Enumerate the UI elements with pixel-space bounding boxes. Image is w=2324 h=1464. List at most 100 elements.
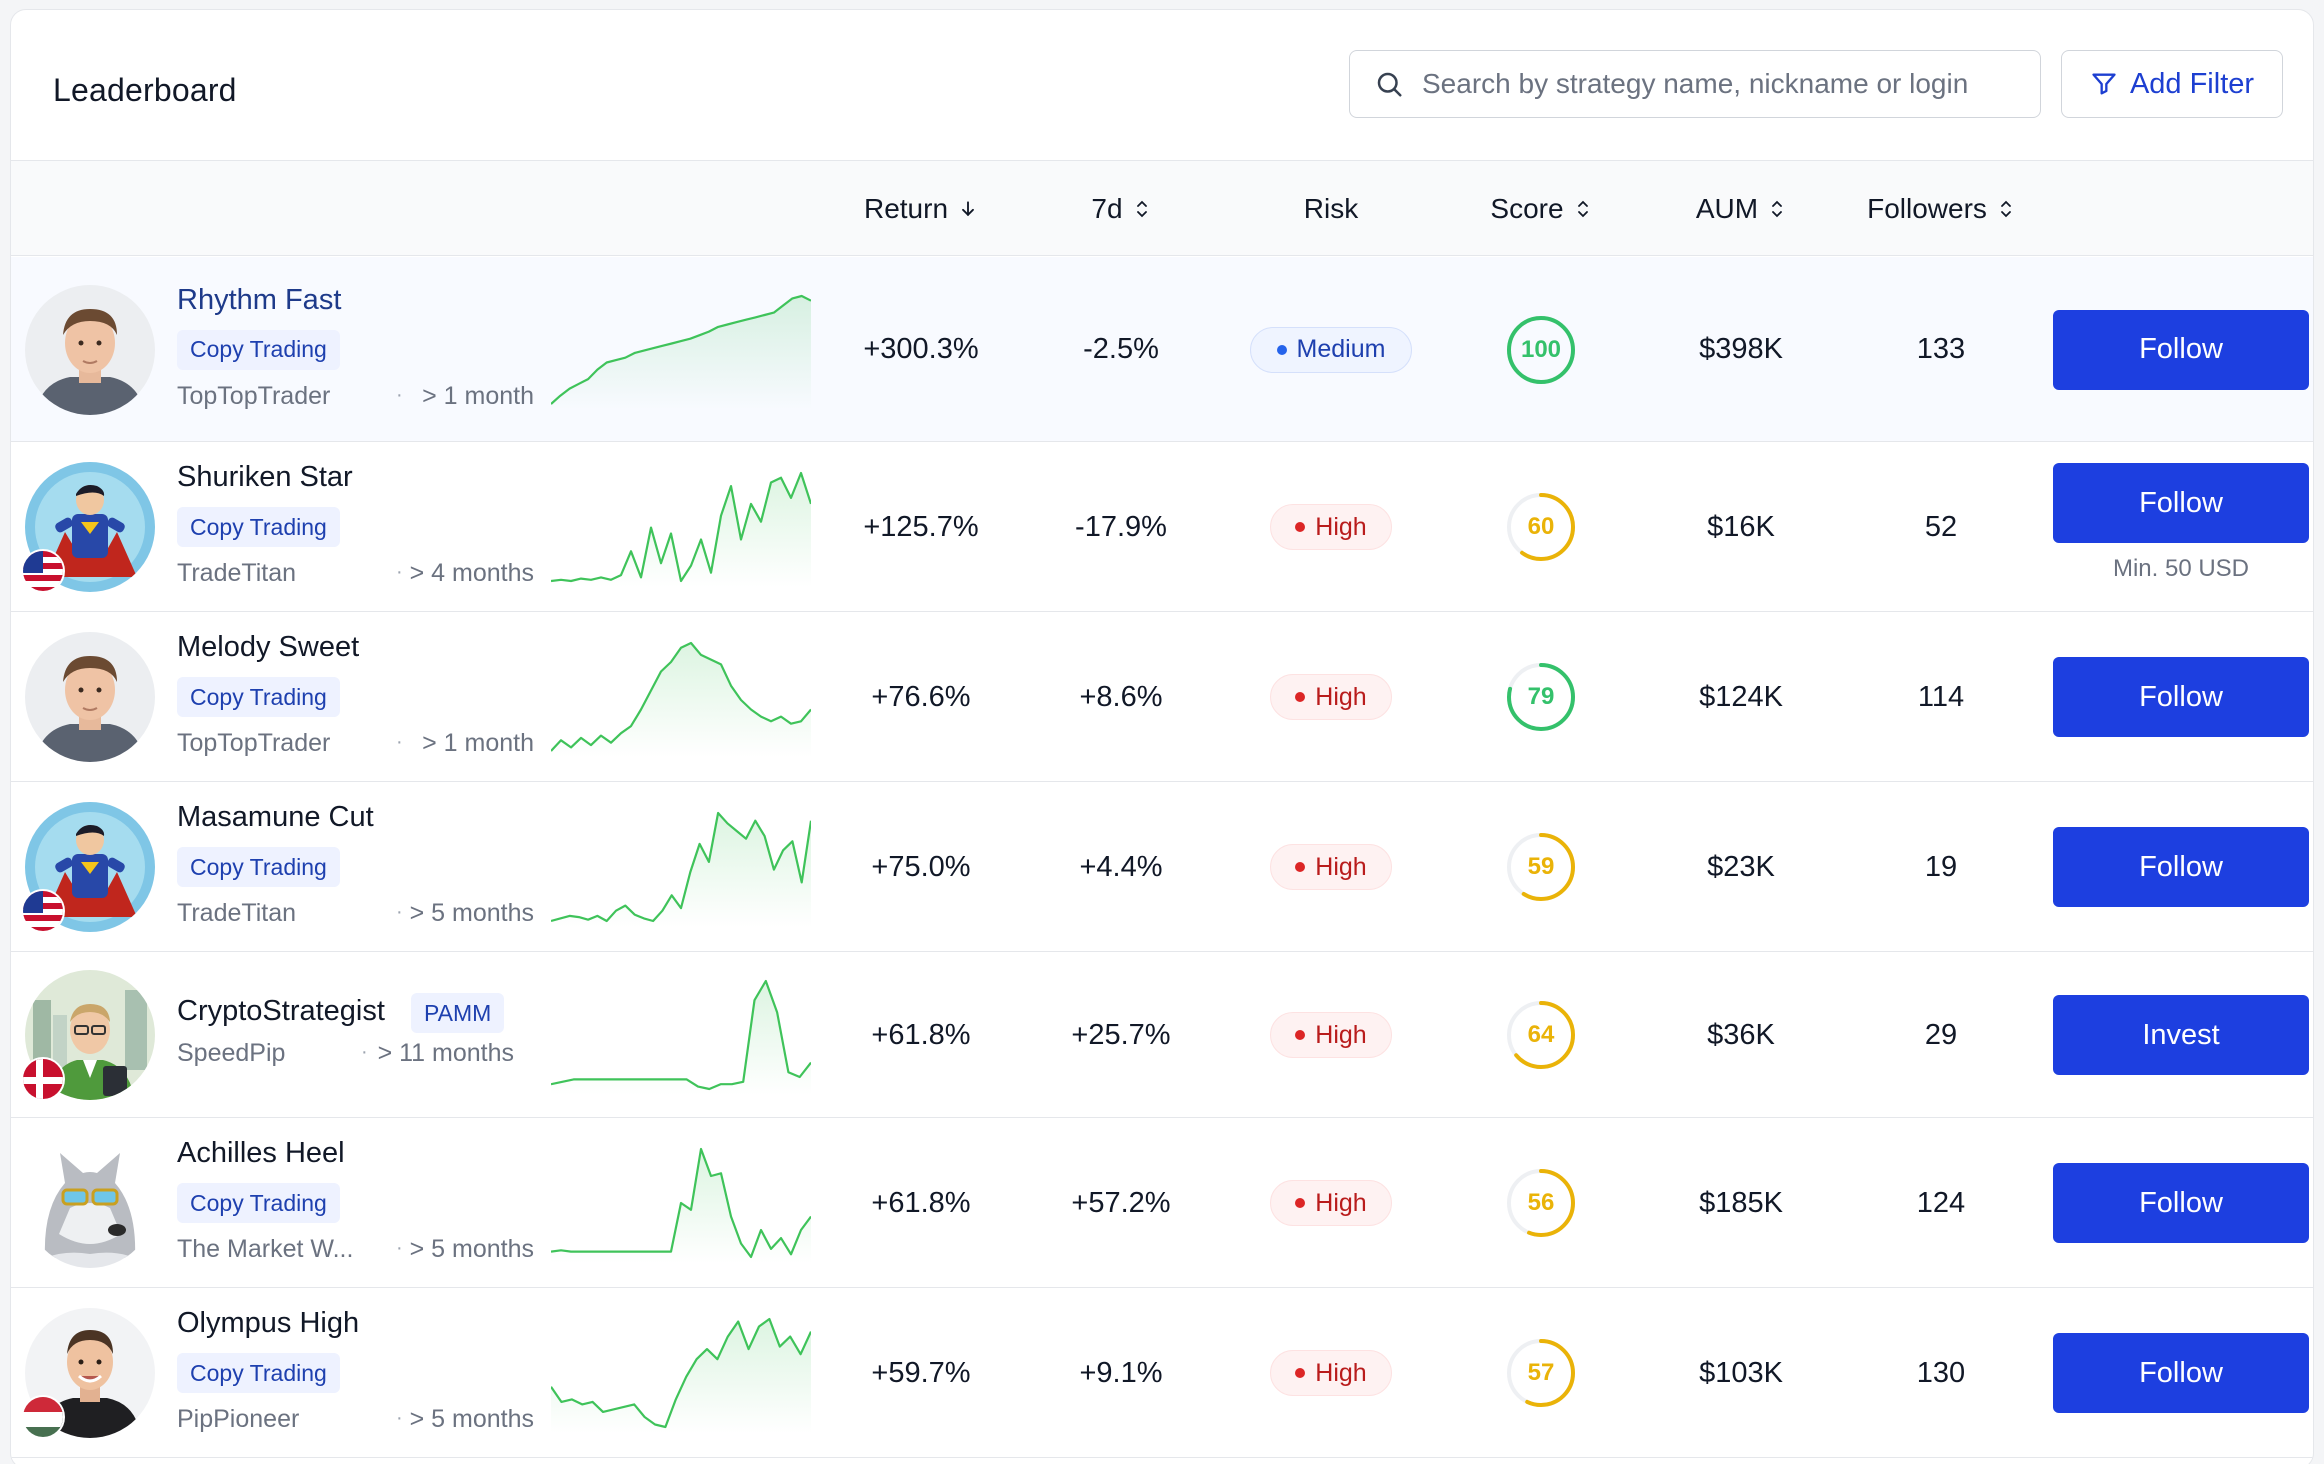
- strategy-name[interactable]: Masamune Cut: [177, 801, 374, 833]
- strategy-age: > 4 months: [409, 559, 534, 587]
- score-ring: [1507, 315, 1575, 384]
- strategy-age: > 1 month: [422, 729, 534, 757]
- strategy-age: > 5 months: [409, 1235, 534, 1263]
- column-7d[interactable]: 7d: [1021, 161, 1221, 257]
- follow-button[interactable]: Follow: [2053, 1333, 2309, 1413]
- risk-badge: High: [1270, 1012, 1392, 1058]
- return-sparkline-chart: [551, 471, 811, 587]
- return-value: +300.3%: [863, 333, 979, 365]
- separator-dot: ·: [396, 383, 403, 406]
- strategy-name[interactable]: CryptoStrategist: [177, 995, 385, 1027]
- strategy-type-badge: Copy Trading: [177, 847, 340, 887]
- us-flag-icon: [21, 889, 65, 933]
- table-row[interactable]: CryptoStrategist PAMM SpeedPip · > 11 months…: [11, 952, 2313, 1118]
- leaderboard-card: Leaderboard Add Filter Return 7d: [10, 9, 2314, 1464]
- follow-button[interactable]: Follow: [2053, 463, 2309, 543]
- table-row[interactable]: Achilles Heel Copy Trading The Market W...…: [11, 1118, 2313, 1288]
- follow-button[interactable]: Follow: [2053, 1163, 2309, 1243]
- invest-button[interactable]: Invest: [2053, 995, 2309, 1075]
- sparkline-line: [551, 641, 811, 752]
- risk-dot-icon: [1276, 344, 1287, 355]
- strategy-name[interactable]: Rhythm Fast: [177, 283, 342, 316]
- seven-day-value: +25.7%: [1071, 1018, 1171, 1051]
- score-value: 79: [1527, 683, 1555, 710]
- page-title: Leaderboard: [53, 72, 237, 108]
- separator-dot: ·: [396, 561, 403, 583]
- table-header: Return 7d Risk Score AUM Fol: [11, 160, 2313, 256]
- trader-nickname[interactable]: SpeedPip: [177, 1039, 286, 1067]
- risk-label: High: [1315, 512, 1367, 541]
- column-followers-label: Followers: [1867, 193, 1987, 224]
- strategy-age: > 1 month: [422, 381, 534, 410]
- strategy-name[interactable]: Shuriken Star: [177, 461, 353, 493]
- follow-button[interactable]: Follow: [2053, 657, 2309, 737]
- seven-day-value: +8.6%: [1079, 680, 1163, 713]
- us-flag-icon: [21, 549, 65, 593]
- table-row[interactable]: Shuriken Star Copy Trading TradeTitan · > 4 …: [11, 442, 2313, 612]
- strategy-name[interactable]: Melody Sweet: [177, 631, 360, 663]
- table-row[interactable]: Rhythm Fast Copy Trading TopTopTrader · > 1 …: [11, 257, 2313, 442]
- followers-value: 114: [1917, 680, 1965, 713]
- trader-nickname[interactable]: TopTopTrader: [177, 381, 331, 410]
- search-input[interactable]: [1422, 68, 2022, 100]
- businessman-avatar-icon: [25, 970, 155, 1100]
- table-row[interactable]: Masamune Cut Copy Trading TradeTitan · > 5 m…: [11, 782, 2313, 952]
- trader-nickname[interactable]: PipPioneer: [177, 1405, 300, 1433]
- score-ring: [1507, 833, 1575, 901]
- add-filter-button[interactable]: Add Filter: [2061, 50, 2283, 118]
- followers-value: 130: [1916, 1356, 1966, 1389]
- score-value: 100: [1520, 335, 1562, 363]
- risk-badge: Medium: [1250, 326, 1412, 373]
- search-box[interactable]: [1349, 50, 2041, 118]
- return-sparkline-chart: [551, 294, 811, 410]
- column-aum[interactable]: AUM: [1641, 161, 1841, 257]
- score-ring: [1507, 1339, 1575, 1407]
- column-return[interactable]: Return: [821, 161, 1021, 257]
- return-value: +75.0%: [871, 850, 971, 883]
- score-value: 64: [1527, 1021, 1555, 1048]
- sparkline-area: [551, 643, 811, 757]
- return-sparkline-chart: [551, 811, 811, 927]
- table-row[interactable]: Melody Sweet Copy Trading TopTopTrader · > 1…: [11, 612, 2313, 782]
- risk-label: High: [1315, 1358, 1367, 1387]
- risk-dot-icon: [1295, 862, 1306, 872]
- sparkline-line: [551, 294, 811, 405]
- sort-chevrons-icon: [1133, 198, 1151, 220]
- risk-label: High: [1315, 852, 1367, 881]
- column-risk: Risk: [1231, 161, 1431, 257]
- table-row[interactable]: Olympus High Copy Trading PipPioneer · > 5 m…: [11, 1288, 2313, 1458]
- strategy-age: > 11 months: [377, 1039, 514, 1067]
- add-filter-label: Add Filter: [2129, 67, 2255, 100]
- score-value: 56: [1527, 1189, 1555, 1216]
- sparkline-line: [551, 1147, 811, 1259]
- strategy-name[interactable]: Achilles Heel: [177, 1137, 345, 1169]
- trader-nickname[interactable]: TradeTitan: [177, 899, 297, 927]
- return-value: +61.8%: [871, 1018, 971, 1051]
- column-score[interactable]: Score: [1431, 161, 1651, 257]
- trader-nickname[interactable]: TopTopTrader: [177, 729, 331, 757]
- filter-icon: [2090, 70, 2118, 98]
- followers-value: 29: [1924, 1018, 1958, 1051]
- risk-label: High: [1315, 1188, 1367, 1217]
- column-followers[interactable]: Followers: [1841, 161, 2041, 257]
- follow-button[interactable]: Follow: [2053, 309, 2309, 390]
- leaderboard-header: Leaderboard Add Filter: [11, 10, 2313, 160]
- sparkline-line: [551, 471, 811, 583]
- trader-nickname[interactable]: TradeTitan: [177, 559, 297, 587]
- score-ring: [1507, 493, 1575, 561]
- risk-label: High: [1315, 682, 1367, 711]
- trader-nickname[interactable]: The Market W...: [177, 1235, 354, 1263]
- score-ring: [1507, 1169, 1575, 1237]
- column-risk-label: Risk: [1303, 193, 1359, 224]
- follow-button[interactable]: Follow: [2053, 827, 2309, 907]
- male-portrait-avatar-icon: [25, 284, 155, 415]
- followers-value: 52: [1924, 510, 1958, 543]
- strategy-type-badge: Copy Trading: [177, 1353, 340, 1393]
- strategy-name[interactable]: Olympus High: [177, 1307, 360, 1339]
- sparkline-area: [551, 473, 811, 587]
- risk-badge: High: [1270, 504, 1392, 550]
- sort-chevrons-icon: [1574, 198, 1592, 220]
- search-icon: [1374, 68, 1406, 100]
- strategy-age: > 5 months: [409, 899, 534, 927]
- score-value: 59: [1527, 853, 1555, 880]
